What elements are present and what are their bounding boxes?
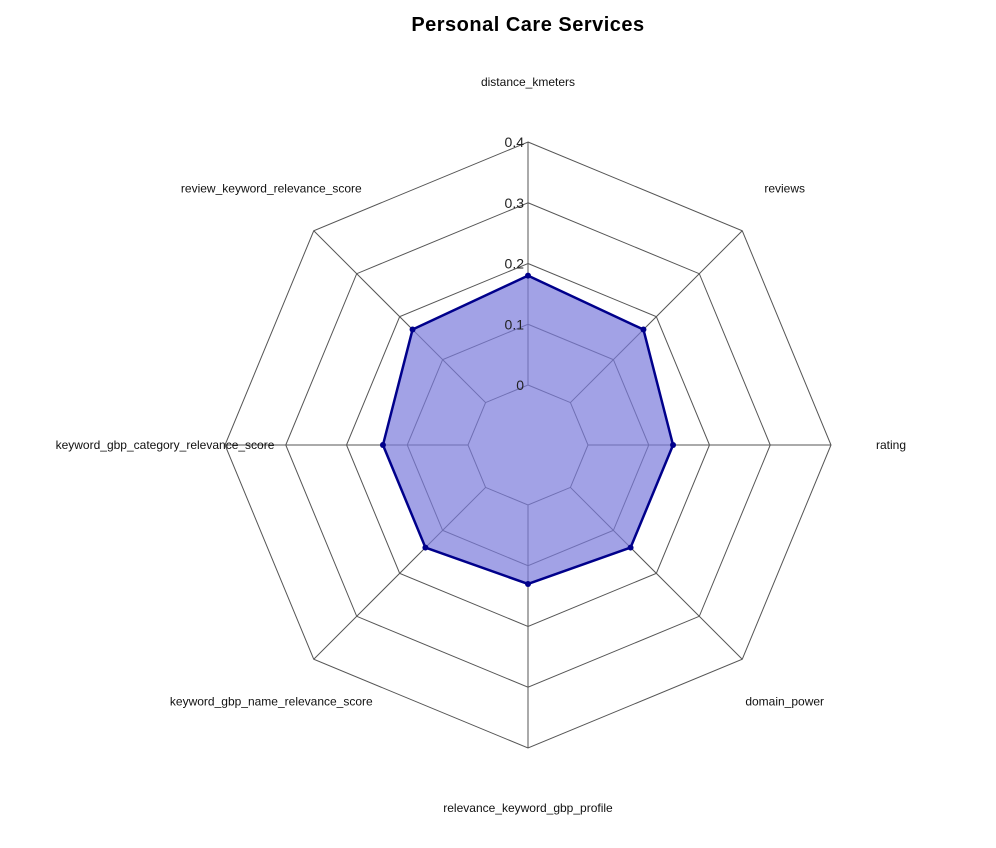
axis-label-0: distance_kmeters [481, 75, 575, 89]
tick-label-4: 0.4 [505, 134, 525, 150]
data-point-1 [640, 326, 647, 333]
data-point-5 [422, 544, 429, 551]
axis-label-6: keyword_gbp_category_relevance_score [56, 438, 275, 452]
series-area-0 [381, 274, 675, 586]
series-layer [379, 272, 677, 587]
data-point-3 [627, 544, 634, 551]
tick-label-0: 0 [516, 377, 524, 393]
tick-label-2: 0.2 [505, 256, 525, 272]
axis-label-5: keyword_gbp_name_relevance_score [170, 695, 373, 709]
data-point-2 [670, 442, 677, 448]
axis-label-1: reviews [764, 181, 805, 195]
data-point-0 [525, 272, 531, 279]
axis-label-7: review_keyword_relevance_score [181, 181, 362, 195]
axis-label-3: domain_power [745, 695, 824, 709]
data-point-4 [525, 580, 531, 587]
chart-title: Personal Care Services [411, 14, 645, 36]
axis-label-4: relevance_keyword_gbp_profile [443, 801, 613, 815]
data-point-7 [409, 326, 416, 333]
tick-label-3: 0.3 [505, 195, 525, 211]
data-point-6 [379, 442, 386, 448]
tick-label-1: 0.1 [505, 316, 525, 332]
axis-label-2: rating [876, 438, 906, 452]
